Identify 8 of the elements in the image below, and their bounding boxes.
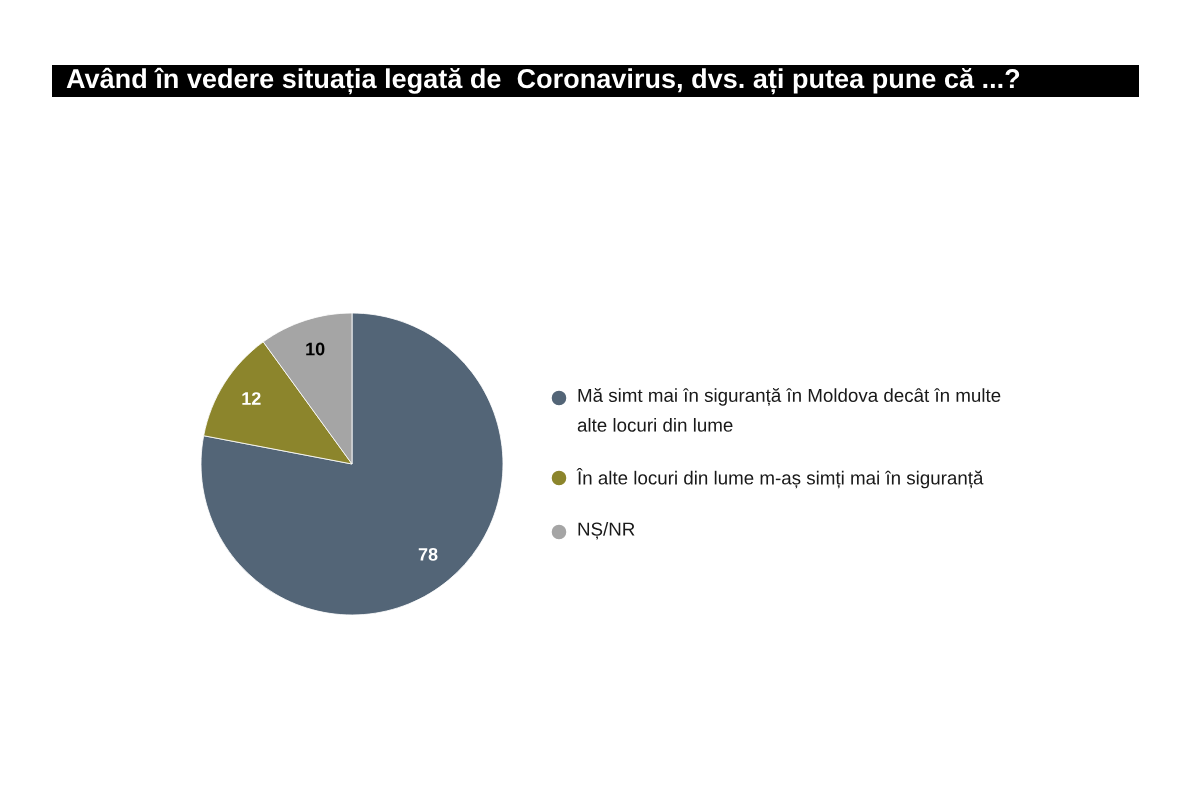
legend-label: Mă simt mai în siguranță în Moldova decât în multe alte locuri din lume: [577, 388, 1001, 432]
chart-title: Având în vedere situația legată de Coronavirus, dvs. ați putea pune că ...?: [66, 67, 1020, 95]
data-label: 12: [242, 392, 261, 405]
legend-label: În alte locuri din lume m-aș simți mai în siguranță: [576, 468, 984, 489]
data-label: 78: [418, 547, 438, 561]
data-label: 10: [306, 342, 325, 356]
legend-label: NȘ/NR: [578, 522, 635, 540]
pie-slice: [200, 312, 504, 616]
